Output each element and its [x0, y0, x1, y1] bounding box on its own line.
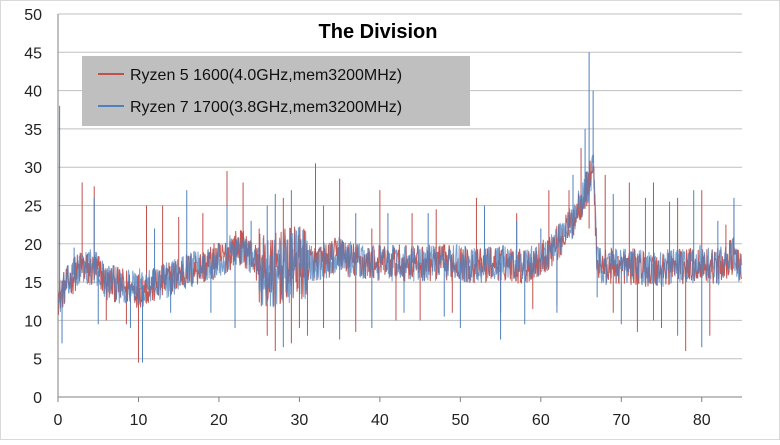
y-tick-label: 30 — [24, 160, 42, 177]
legend-label-ryzen-7: Ryzen 7 1700(3.8GHz,mem3200MHz) — [130, 99, 402, 116]
legend-box — [82, 56, 470, 126]
x-tick-label: 20 — [210, 412, 228, 429]
y-tick-label: 10 — [24, 313, 42, 330]
x-tick-label: 50 — [451, 412, 469, 429]
y-tick-label: 20 — [24, 237, 42, 254]
y-tick-label: 15 — [24, 275, 42, 292]
legend-label-ryzen-5: Ryzen 5 1600(4.0GHz,mem3200MHz) — [130, 67, 402, 84]
x-tick-label: 60 — [532, 412, 550, 429]
axes: 0 5 10 15 20 25 30 35 40 45 50 0 10 20 30 40 50 60 70 80 — [24, 7, 742, 429]
x-tick-label: 30 — [291, 412, 309, 429]
x-tick-label: 10 — [130, 412, 148, 429]
x-tick-label: 70 — [612, 412, 630, 429]
chart-title: The Division — [319, 21, 438, 43]
y-tick-label: 0 — [33, 390, 42, 407]
legend: Ryzen 5 1600(4.0GHz,mem3200MHz) Ryzen 7 … — [82, 56, 470, 126]
x-tick-label: 80 — [693, 412, 711, 429]
y-tick-label: 45 — [24, 45, 42, 62]
y-tick-label: 35 — [24, 122, 42, 139]
y-tick-label: 5 — [33, 352, 42, 369]
gridlines — [58, 13, 742, 360]
series-layer — [57, 52, 743, 363]
x-tick-label: 40 — [371, 412, 389, 429]
series-line-ryzen-7 — [57, 154, 743, 313]
x-tick-label: 0 — [54, 412, 63, 429]
y-tick-label: 40 — [24, 84, 42, 101]
y-tick-label: 25 — [24, 199, 42, 216]
y-tick-label: 50 — [24, 7, 42, 24]
